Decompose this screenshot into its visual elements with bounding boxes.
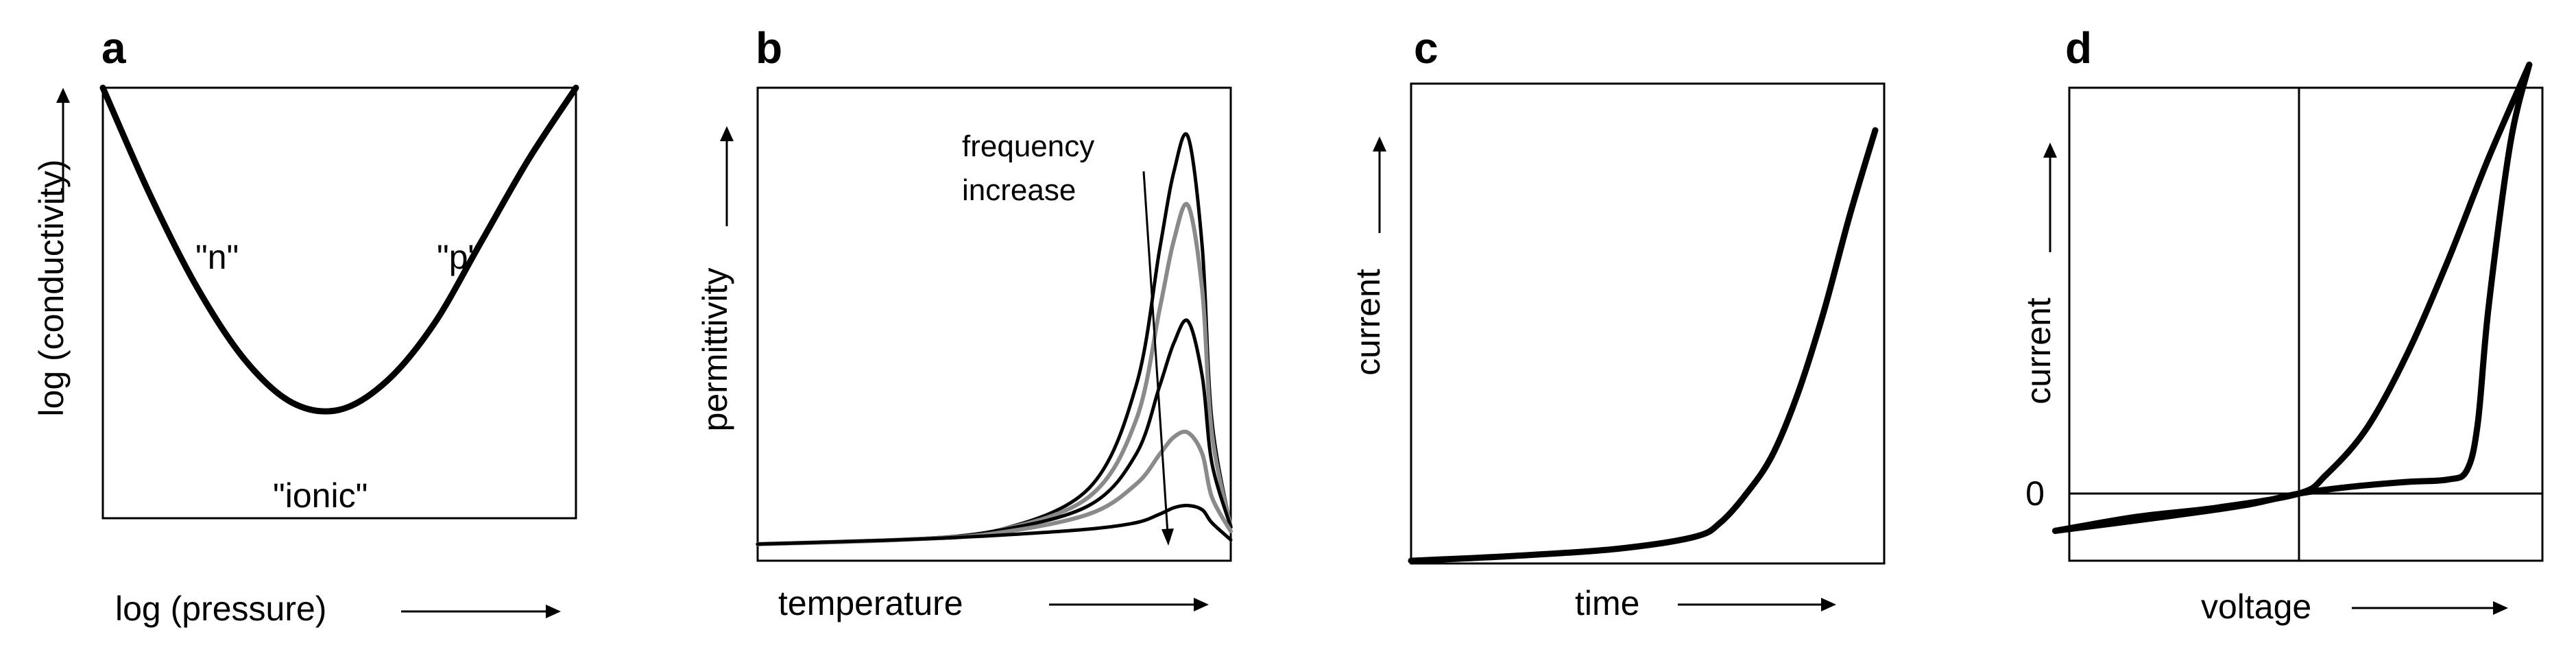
curve-permittivity-f5 [756, 503, 1233, 546]
panel-a: a "n" "p" "ionic" log (conductivity) log… [32, 23, 579, 628]
panel-letter-a: a [101, 23, 126, 73]
panel-letter-d: d [2065, 23, 2092, 73]
curve-conductivity [99, 84, 579, 415]
x-axis-arrowhead-b [1194, 598, 1209, 611]
plot-frame-b [756, 86, 1232, 562]
annotation-frequency: frequency [962, 130, 1094, 163]
x-axis-arrowhead-d [2493, 601, 2508, 615]
x-axis-label-b: temperature [778, 584, 963, 622]
x-axis-label-d: voltage [2201, 587, 2311, 626]
y-axis-label-b: permittivity [696, 268, 734, 432]
curve-permittivity-f3 [756, 318, 1233, 546]
y-axis-arrowhead-a [56, 88, 70, 103]
y-axis-label-d: current [2019, 297, 2058, 404]
x-axis-arrowhead-a [546, 605, 561, 618]
panel-letter-b: b [756, 23, 782, 73]
x-axis-arrowhead-c [1821, 598, 1836, 611]
curve-current-time [1408, 127, 1879, 564]
curve-iv-forward [2052, 61, 2533, 534]
panel-letter-c: c [1414, 23, 1439, 73]
panel-d: d 0 current voltage [2019, 23, 2544, 626]
y-axis-label-a: log (conductivity) [32, 159, 71, 416]
curve-iv-return [2052, 61, 2533, 534]
panel-b: b frequency increase permittivity temper… [696, 23, 1233, 622]
y-tick-zero: 0 [2025, 474, 2045, 513]
frequency-arrowhead [1161, 529, 1174, 546]
panel-c: c current time [1349, 23, 1886, 622]
frequency-arrow [1142, 171, 1169, 534]
x-axis-label-c: time [1575, 584, 1639, 622]
annotation-ionic: "ionic" [273, 476, 368, 515]
annotation-n: "n" [195, 238, 239, 276]
y-axis-arrowhead-d [2043, 143, 2057, 158]
annotation-p: "p" [437, 238, 480, 276]
annotation-increase: increase [962, 173, 1076, 207]
x-axis-label-a: log (pressure) [115, 590, 326, 628]
plot-frame-a [101, 86, 577, 520]
plot-frame-d [2068, 86, 2544, 562]
y-axis-arrowhead-c [1373, 136, 1386, 151]
y-axis-arrowhead-b [720, 126, 734, 141]
y-axis-label-c: current [1349, 269, 1387, 376]
plot-frame-c [1410, 82, 1886, 565]
curve-permittivity-f4 [756, 429, 1233, 546]
